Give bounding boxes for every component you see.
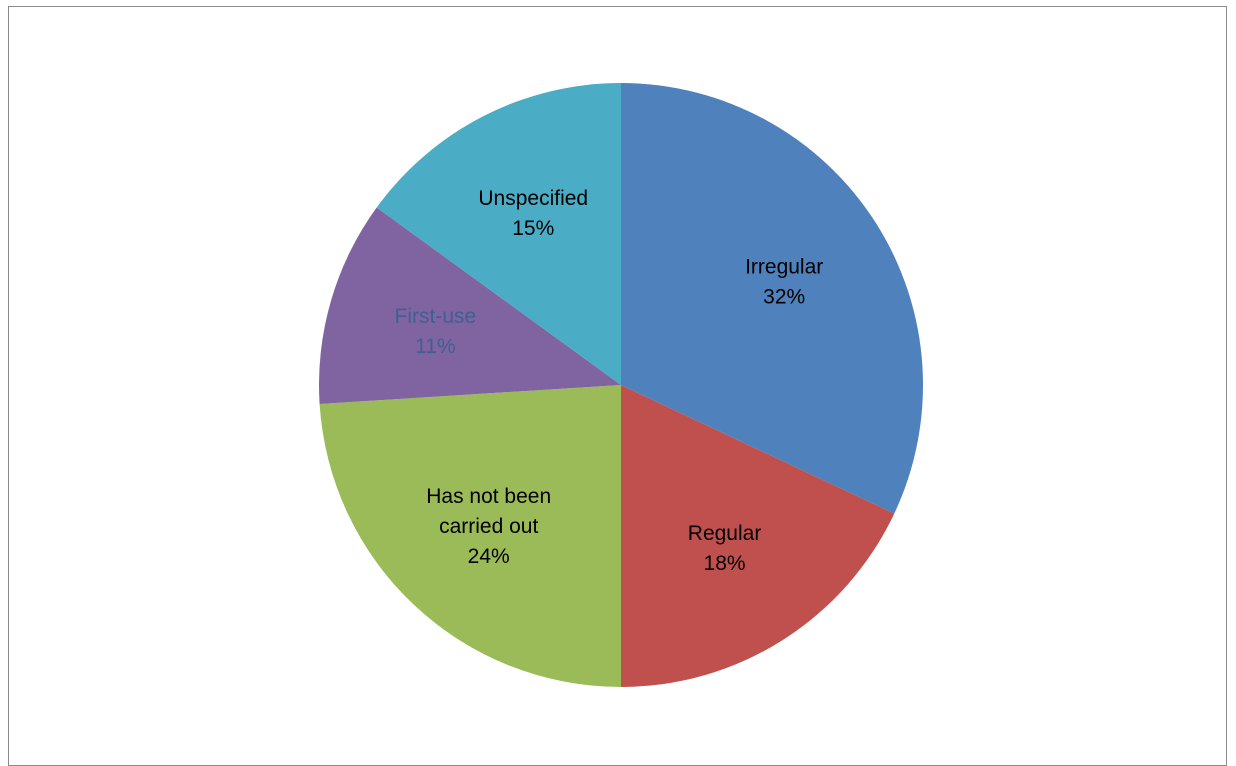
pie-label-value: 11% — [415, 335, 455, 358]
pie-label-category: Has not been — [426, 485, 551, 508]
pie-slice-regular — [621, 385, 895, 687]
pie-label-value: 15% — [512, 217, 554, 240]
pie-label-category: Regular — [688, 522, 762, 545]
pie-label-category: First-use — [395, 305, 477, 328]
pie-label-has-not-been-carried-out: Has not been carried out 24% — [426, 485, 551, 568]
pie-label-category: carried out — [439, 515, 538, 538]
pie-label-category: Irregular — [745, 255, 823, 278]
pie-slice-irregular — [621, 83, 923, 514]
pie-label-unspecified: Unspecified 15% — [478, 187, 588, 240]
pie-label-first-use: First-use 11% — [395, 305, 477, 358]
pie-labels: Irregular 32% Regular 18% Has not been carrie… — [395, 187, 824, 575]
pie-label-value: 24% — [468, 545, 510, 568]
pie-label-regular: Regular 18% — [688, 522, 762, 575]
pie-label-irregular: Irregular 32% — [745, 255, 823, 308]
pie-slices — [319, 82, 923, 687]
pie-label-value: 18% — [704, 552, 746, 575]
pie-slice-has-not-been-carried-out — [319, 385, 621, 687]
pie-slice-unspecified — [376, 82, 621, 385]
pie-label-value: 32% — [763, 285, 805, 308]
pie-label-category: Unspecified — [478, 187, 588, 210]
pie-slice-first-use — [319, 207, 621, 404]
